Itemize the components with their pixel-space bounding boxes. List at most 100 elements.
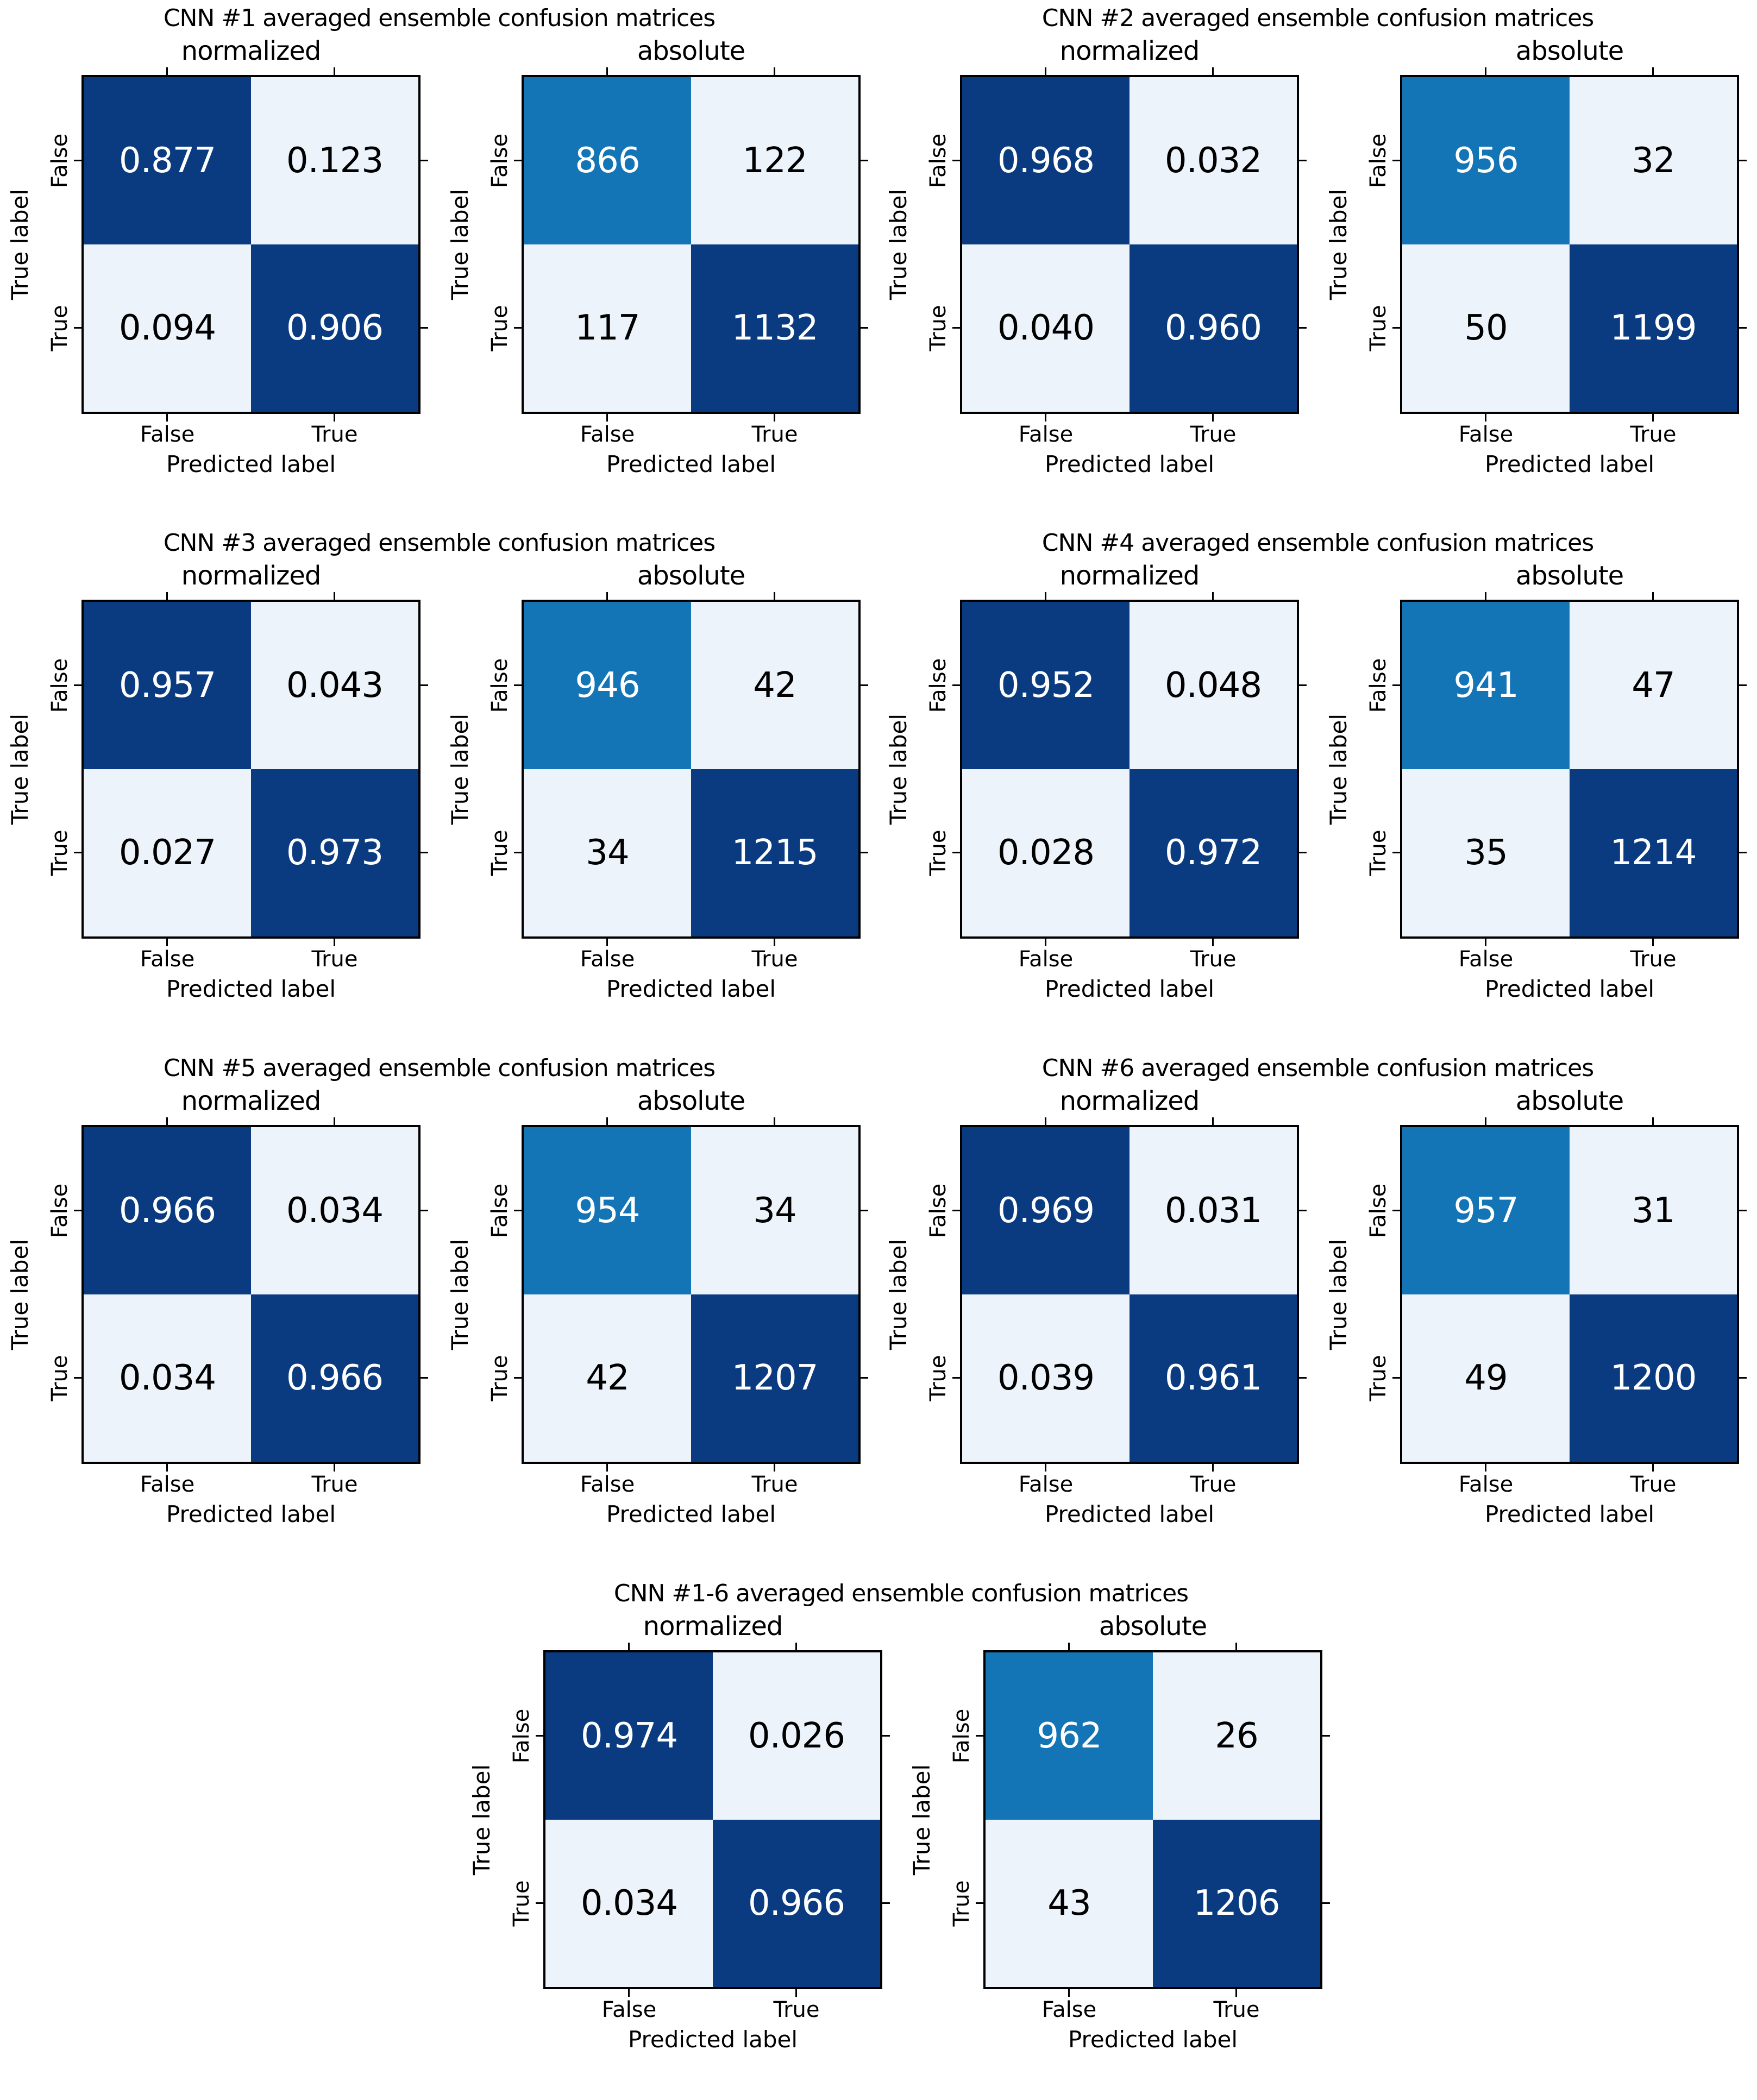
group-title: CNN #1 averaged ensemble confusion matri…	[163, 4, 716, 32]
matrix-cell: 0.048	[1130, 602, 1297, 769]
tick-mark	[795, 1989, 797, 1997]
subplot-title-normalized: normalized	[1059, 561, 1200, 591]
normalized-panel: normalized True label False True 0.966 0…	[0, 1050, 438, 1575]
matrix-cell: 1207	[691, 1294, 858, 1462]
x-tick-label-false: False	[580, 947, 635, 972]
tick-mark	[1739, 160, 1747, 161]
matrix-cell: 954	[524, 1127, 691, 1294]
tick-mark	[74, 1210, 81, 1211]
tick-mark	[1485, 1117, 1486, 1125]
tick-mark	[421, 1210, 428, 1211]
matrix-cell: 0.034	[84, 1294, 251, 1462]
tick-mark	[606, 1117, 608, 1125]
matrix-cell: 957	[1402, 1127, 1570, 1294]
tick-mark	[1652, 67, 1654, 75]
confusion-matrix-group: CNN #5 averaged ensemble confusion matri…	[0, 1050, 878, 1575]
x-axis-label: Predicted label	[1044, 976, 1215, 1002]
matrix-cell: 117	[524, 244, 691, 412]
heatmap-matrix: 866 122 117 1132	[514, 67, 868, 422]
tick-mark	[1392, 327, 1400, 329]
tick-mark	[1299, 327, 1307, 329]
tick-mark	[882, 1902, 890, 1904]
tick-mark	[1322, 1735, 1330, 1737]
x-tick-label-true: True	[751, 1472, 798, 1497]
tick-mark	[1652, 592, 1654, 600]
tick-mark	[795, 1643, 797, 1650]
x-tick-label-true: True	[1190, 947, 1237, 972]
heatmap-matrix: 0.968 0.032 0.040 0.960	[952, 67, 1307, 422]
normalized-panel: normalized True label False True 0.974 0…	[462, 1575, 900, 2100]
x-axis-label: Predicted label	[1044, 1501, 1215, 1527]
tick-mark	[74, 327, 81, 329]
tick-mark	[606, 1464, 608, 1472]
x-tick-label-true: True	[773, 1997, 820, 2022]
tick-mark	[166, 414, 168, 422]
x-tick-label-true: True	[1630, 1472, 1677, 1497]
tick-mark	[1485, 592, 1486, 600]
group-title: CNN #4 averaged ensemble confusion matri…	[1041, 529, 1594, 557]
matrix-cell: 0.032	[1130, 77, 1297, 244]
tick-mark	[166, 1464, 168, 1472]
matrix-cell: 0.952	[962, 602, 1130, 769]
matrix-cell: 0.028	[962, 769, 1130, 936]
tick-mark	[1392, 852, 1400, 853]
tick-mark	[952, 1377, 960, 1379]
matrix-cell: 1214	[1570, 769, 1737, 936]
tick-mark	[774, 67, 775, 75]
x-tick-label-false: False	[1018, 422, 1074, 447]
tick-mark	[166, 939, 168, 946]
tick-mark	[166, 592, 168, 600]
confusion-matrix-group: CNN #1-6 averaged ensemble confusion mat…	[462, 1575, 1340, 2100]
normalized-panel: normalized True label False True 0.952 0…	[878, 525, 1317, 1049]
x-tick-label-false: False	[140, 1472, 195, 1497]
group-title: CNN #5 averaged ensemble confusion matri…	[163, 1054, 716, 1082]
x-axis-label: Predicted label	[606, 976, 776, 1002]
matrix-cell: 0.039	[962, 1294, 1130, 1462]
matrix-cell: 47	[1570, 602, 1737, 769]
tick-mark	[774, 592, 775, 600]
tick-mark	[952, 852, 960, 853]
matrix-cell: 0.034	[545, 1820, 713, 1987]
tick-mark	[861, 684, 868, 686]
x-tick-label-true: True	[1630, 422, 1677, 447]
tick-mark	[861, 327, 868, 329]
heatmap-matrix: 946 42 34 1215	[514, 592, 868, 946]
heatmap-matrix: 941 47 35 1214	[1392, 592, 1747, 946]
x-tick-label-false: False	[1458, 1472, 1514, 1497]
absolute-panel: absolute True label False True 957 31 49…	[1319, 1050, 1757, 1575]
x-tick-label-true: True	[751, 422, 798, 447]
tick-mark	[774, 1464, 775, 1472]
tick-mark	[861, 1377, 868, 1379]
matrix-cell: 0.094	[84, 244, 251, 412]
matrix-cell: 0.966	[713, 1820, 880, 1987]
tick-mark	[861, 852, 868, 853]
tick-mark	[334, 592, 335, 600]
tick-mark	[74, 852, 81, 853]
tick-mark	[774, 939, 775, 946]
tick-mark	[606, 592, 608, 600]
matrix-cell: 956	[1402, 77, 1570, 244]
tick-mark	[536, 1902, 543, 1904]
normalized-panel: normalized True label False True 0.957 0…	[0, 525, 438, 1049]
matrix-cell: 962	[986, 1652, 1153, 1820]
x-tick-label-false: False	[580, 1472, 635, 1497]
x-axis-label: Predicted label	[1484, 451, 1655, 477]
tick-mark	[774, 414, 775, 422]
matrix-cell: 1200	[1570, 1294, 1737, 1462]
x-tick-label-true: True	[311, 422, 358, 447]
tick-mark	[1485, 414, 1486, 422]
matrix-cell: 0.123	[251, 77, 418, 244]
matrix-cell: 50	[1402, 244, 1570, 412]
x-tick-label-true: True	[1213, 1997, 1260, 2022]
matrix-cell: 0.972	[1130, 769, 1297, 936]
tick-mark	[514, 684, 522, 686]
tick-mark	[514, 1210, 522, 1211]
tick-mark	[1299, 1377, 1307, 1379]
group-title: CNN #3 averaged ensemble confusion matri…	[163, 529, 716, 557]
tick-mark	[976, 1735, 983, 1737]
tick-mark	[1322, 1902, 1330, 1904]
x-axis-label: Predicted label	[606, 451, 776, 477]
matrix-cell: 0.031	[1130, 1127, 1297, 1294]
tick-mark	[1739, 852, 1747, 853]
